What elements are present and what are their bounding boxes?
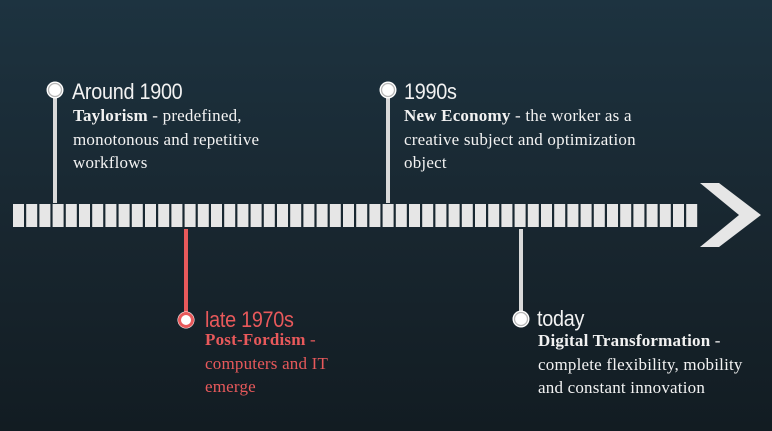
- event-dot-ring: [380, 82, 396, 98]
- timeline-segment: [131, 204, 143, 227]
- timeline-segment: [184, 204, 196, 227]
- event-description-text: - computers and IT emerge: [205, 330, 328, 396]
- event-description: Digital Transformation - complete flexib…: [538, 329, 753, 400]
- timeline-segment: [145, 204, 156, 227]
- event-year: 1990s: [404, 79, 457, 104]
- event-marker-1990s: [379, 81, 397, 203]
- timeline-segment: [263, 204, 275, 227]
- timeline-segment: [52, 204, 64, 227]
- timeline-segment: [673, 204, 684, 227]
- timeline-segment: [65, 204, 77, 227]
- timeline-segment: [303, 204, 315, 227]
- timeline-segment: [197, 204, 209, 227]
- timeline-segment: [224, 204, 236, 227]
- timeline-bar: [13, 204, 698, 227]
- timeline-segment: [422, 204, 434, 227]
- event-description: Taylorism - predefined, monotonous and r…: [73, 104, 287, 175]
- timeline-segment: [633, 204, 645, 227]
- timeline-segment: [92, 204, 104, 227]
- timeline-segment: [527, 204, 539, 227]
- timeline-segment: [13, 204, 24, 227]
- event-term: Taylorism: [73, 106, 148, 125]
- timeline-segment: [26, 204, 38, 227]
- event-year: today: [537, 306, 585, 331]
- timeline-segment: [329, 204, 341, 227]
- event-term: Post-Fordism: [205, 330, 306, 349]
- timeline-segment: [105, 204, 117, 227]
- timeline-segment: [554, 204, 566, 227]
- event-term: Digital Transformation: [538, 331, 711, 350]
- timeline-segment: [686, 204, 698, 227]
- event-dot-ring: [47, 82, 63, 98]
- timeline-segment: [250, 204, 262, 227]
- timeline-segment: [277, 204, 288, 227]
- timeline-segment: [461, 204, 473, 227]
- timeline-segment: [409, 204, 420, 227]
- event-dot-ring: [178, 312, 194, 328]
- timeline-segment: [488, 204, 500, 227]
- timeline-segment: [607, 204, 618, 227]
- timeline-segment: [620, 204, 632, 227]
- event-description-text: - predefined, monotonous and repetitive …: [73, 106, 260, 172]
- event-description-text: - the worker as a creative subject and o…: [404, 106, 636, 172]
- timeline-segment: [356, 204, 368, 227]
- timeline-segment: [237, 204, 249, 227]
- timeline-segment: [369, 204, 381, 227]
- timeline-segment: [343, 204, 354, 227]
- timeline-segment: [659, 204, 671, 227]
- timeline-segment: [395, 204, 407, 227]
- event-description-text: - complete flexibility, mobility and con…: [538, 331, 743, 397]
- timeline-segment: [118, 204, 130, 227]
- timeline-segment: [316, 204, 328, 227]
- event-marker-today: [512, 229, 530, 328]
- timeline-segment: [79, 204, 90, 227]
- event-year: late 1970s: [205, 307, 294, 332]
- event-description: Post-Fordism - computers and IT emerge: [205, 328, 365, 399]
- event-dot-ring: [513, 311, 529, 327]
- timeline-segment: [646, 204, 658, 227]
- timeline-segment: [171, 204, 183, 227]
- timeline-segment: [158, 204, 170, 227]
- event-marker-around-1900: [46, 81, 64, 203]
- timeline-segment: [580, 204, 592, 227]
- event-marker-late-1970s: [177, 229, 195, 329]
- timeline-segment: [211, 204, 222, 227]
- timeline-segment: [593, 204, 605, 227]
- event-description: New Economy - the worker as a creative s…: [404, 104, 654, 175]
- timeline-segment: [475, 204, 486, 227]
- timeline-segment: [39, 204, 51, 227]
- timeline-segment: [541, 204, 552, 227]
- timeline-segment: [435, 204, 447, 227]
- timeline-segment: [514, 204, 526, 227]
- timeline-segment: [567, 204, 579, 227]
- timeline-segment: [501, 204, 513, 227]
- timeline-segment: [382, 204, 394, 227]
- event-term: New Economy: [404, 106, 511, 125]
- timeline-arrowhead: [700, 183, 761, 247]
- timeline-segment: [448, 204, 460, 227]
- event-year: Around 1900: [72, 79, 183, 104]
- timeline-segment: [290, 204, 302, 227]
